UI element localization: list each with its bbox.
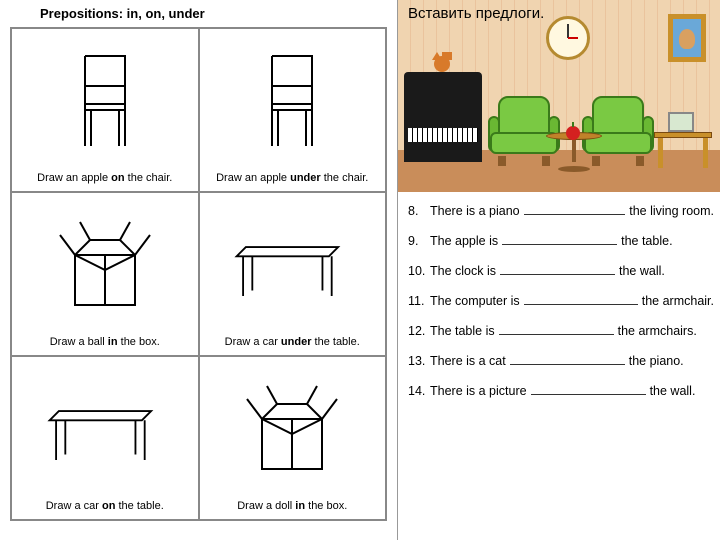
instruction-text: Вставить предлоги.: [408, 6, 544, 23]
chair-icon: [16, 35, 194, 168]
drawing-grid: Draw an apple on the chair. Draw an appl…: [10, 27, 387, 521]
worksheet-title: Prepositions: in, on, under: [10, 6, 387, 21]
blank-input[interactable]: [510, 352, 625, 365]
living-room-scene: [398, 0, 720, 192]
question-row: 12.The table is the armchairs.: [408, 322, 714, 338]
apple-icon: [566, 126, 580, 140]
open-box-icon: [204, 363, 382, 496]
caption: Draw an apple on the chair.: [37, 172, 172, 185]
blank-input[interactable]: [500, 262, 615, 275]
blank-input[interactable]: [524, 202, 626, 215]
table-icon: [204, 199, 382, 332]
open-box-icon: [16, 199, 194, 332]
picture-frame-icon: [668, 14, 706, 62]
piano-icon: [404, 72, 482, 162]
cell-box-doll: Draw a doll in the box.: [199, 356, 387, 520]
blank-input[interactable]: [502, 232, 617, 245]
question-row: 10.The clock is the wall.: [408, 262, 714, 278]
cell-box-ball: Draw a ball in the box.: [11, 192, 199, 356]
cell-table-under: Draw a car under the table.: [199, 192, 387, 356]
question-row: 9.The apple isthe table.: [408, 232, 714, 248]
table-icon: [16, 363, 194, 496]
worksheet: Prepositions: in, on, under Draw an appl…: [0, 0, 720, 540]
caption: Draw a car under the table.: [225, 336, 360, 349]
blank-input[interactable]: [524, 292, 638, 305]
caption: Draw a ball in the box.: [50, 336, 160, 349]
left-panel: Prepositions: in, on, under Draw an appl…: [0, 0, 398, 540]
cat-icon: [428, 44, 456, 72]
fill-in-questions: 8.There is a piano the living room. 9.Th…: [398, 192, 720, 416]
caption: Draw an apple under the chair.: [216, 172, 368, 185]
clock-icon: [546, 16, 590, 60]
cell-chair-under: Draw an apple under the chair.: [199, 28, 387, 192]
question-row: 13.There is a cat the piano.: [408, 352, 714, 368]
blank-input[interactable]: [499, 322, 614, 335]
question-row: 8.There is a piano the living room.: [408, 202, 714, 218]
computer-desk-icon: [654, 112, 712, 168]
monitor-icon: [668, 112, 694, 132]
cell-table-on: Draw a car on the table.: [11, 356, 199, 520]
cell-chair-on: Draw an apple on the chair.: [11, 28, 199, 192]
question-row: 11.The computer is the armchair.: [408, 292, 714, 308]
chair-icon: [204, 35, 382, 168]
right-panel: Вставить предлоги. 8.There is a piano th…: [398, 0, 720, 540]
blank-input[interactable]: [531, 382, 646, 395]
caption: Draw a doll in the box.: [237, 500, 347, 513]
question-row: 14.There is a picture the wall.: [408, 382, 714, 398]
caption: Draw a car on the table.: [46, 500, 164, 513]
